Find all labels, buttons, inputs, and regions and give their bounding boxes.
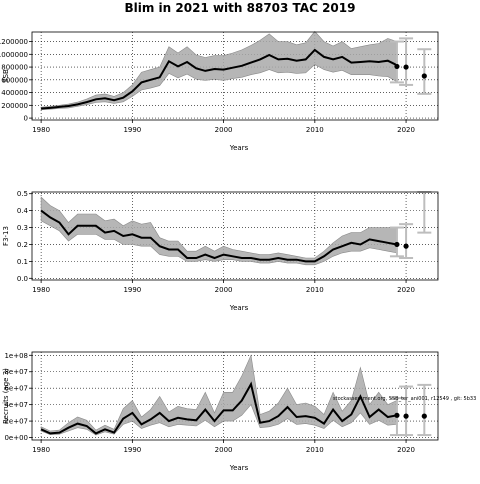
fbar-forecast-point bbox=[403, 243, 409, 249]
fbar-y-tick-label: 0.0 bbox=[17, 275, 28, 283]
recruits-y-axis-label: Recruits (age 3) bbox=[2, 368, 10, 424]
chart-title: Blim in 2021 with 88703 TAC 2019 bbox=[124, 1, 356, 15]
fbar-confidence-band bbox=[40, 196, 398, 266]
recruits-y-tick-label: 0e+00 bbox=[4, 434, 28, 442]
recruits-y-tick-label: 4e+07 bbox=[4, 401, 28, 409]
recruits-estimate-line bbox=[40, 381, 398, 435]
recruits-forecast-point bbox=[403, 413, 409, 419]
fbar-x-tick-label: 2020 bbox=[397, 286, 415, 294]
fbar-estimate-line bbox=[40, 209, 398, 263]
fbar-y-tick-label: 0.2 bbox=[17, 241, 28, 249]
ssb-x-tick-label: 1980 bbox=[32, 126, 50, 134]
footnote: stockassessment.org, SSB_ter_ani001, r12… bbox=[333, 396, 476, 402]
fbar-x-tick-label: 1990 bbox=[123, 286, 141, 294]
fbar-plot-frame bbox=[31, 191, 439, 281]
fbar-y-tick-label: 0.4 bbox=[17, 207, 29, 215]
recruits-x-tick-label: 1990 bbox=[123, 446, 141, 454]
ssb-y-tick-label: 0 bbox=[24, 115, 28, 123]
recruits-x-tick-label: 2010 bbox=[306, 446, 324, 454]
recruits-y-tick-label: 6e+07 bbox=[4, 385, 28, 393]
recruits-plot-frame bbox=[31, 351, 439, 441]
recruits-forecast-point bbox=[394, 412, 400, 418]
ssb-x-tick-label: 2000 bbox=[215, 126, 233, 134]
fbar-y-tick-label: 0.5 bbox=[17, 190, 28, 198]
recruits-x-tick-label: 2020 bbox=[397, 446, 415, 454]
fbar-x-tick-label: 1980 bbox=[32, 286, 50, 294]
fbar-x-axis-label: Years bbox=[229, 304, 249, 312]
recruits-x-axis-label: Years bbox=[229, 464, 249, 472]
ssb-y-tick-label: 600000 bbox=[1, 76, 28, 84]
ssb-estimate-line bbox=[41, 48, 398, 110]
ssb-y-axis-label: SSB bbox=[2, 69, 10, 83]
ssb-plot-frame bbox=[31, 31, 439, 121]
ssb-x-tick-label: 2010 bbox=[306, 126, 324, 134]
ssb-x-tick-label: 1990 bbox=[123, 126, 141, 134]
ssb-x-tick-label: 2020 bbox=[397, 126, 415, 134]
ssb-y-tick-label: 1200000 bbox=[0, 38, 28, 46]
ssb-confidence-band bbox=[40, 30, 398, 111]
ssb-y-tick-label: 800000 bbox=[1, 64, 28, 72]
recruits-forecast-point bbox=[421, 413, 427, 419]
recruits-x-tick-label: 2000 bbox=[215, 446, 233, 454]
recruits-y-tick-label: 2e+07 bbox=[4, 418, 28, 426]
ssb-forecast-point bbox=[421, 73, 427, 79]
ssb-x-axis-label: Years bbox=[229, 144, 249, 152]
ssb-y-tick-label: 1000000 bbox=[0, 51, 28, 59]
fbar-y-axis-label: F3-13 bbox=[2, 226, 10, 246]
fbar-x-tick-label: 2000 bbox=[215, 286, 233, 294]
recruits-y-tick-label: 1e+08 bbox=[4, 352, 28, 360]
fbar-y-tick-label: 0.3 bbox=[17, 224, 28, 232]
fbar-forecast-point bbox=[394, 241, 400, 248]
recruits-y-tick-label: 8e+07 bbox=[4, 368, 28, 376]
ssb-y-tick-label: 400000 bbox=[1, 89, 28, 97]
ssb-forecast-point bbox=[394, 63, 400, 70]
ssb-forecast-point bbox=[403, 64, 409, 70]
recruits-x-tick-label: 1980 bbox=[32, 446, 50, 454]
fbar-x-tick-label: 2010 bbox=[306, 286, 324, 294]
fbar-y-tick-label: 0.1 bbox=[17, 258, 28, 266]
ssb-y-tick-label: 200000 bbox=[1, 102, 28, 110]
